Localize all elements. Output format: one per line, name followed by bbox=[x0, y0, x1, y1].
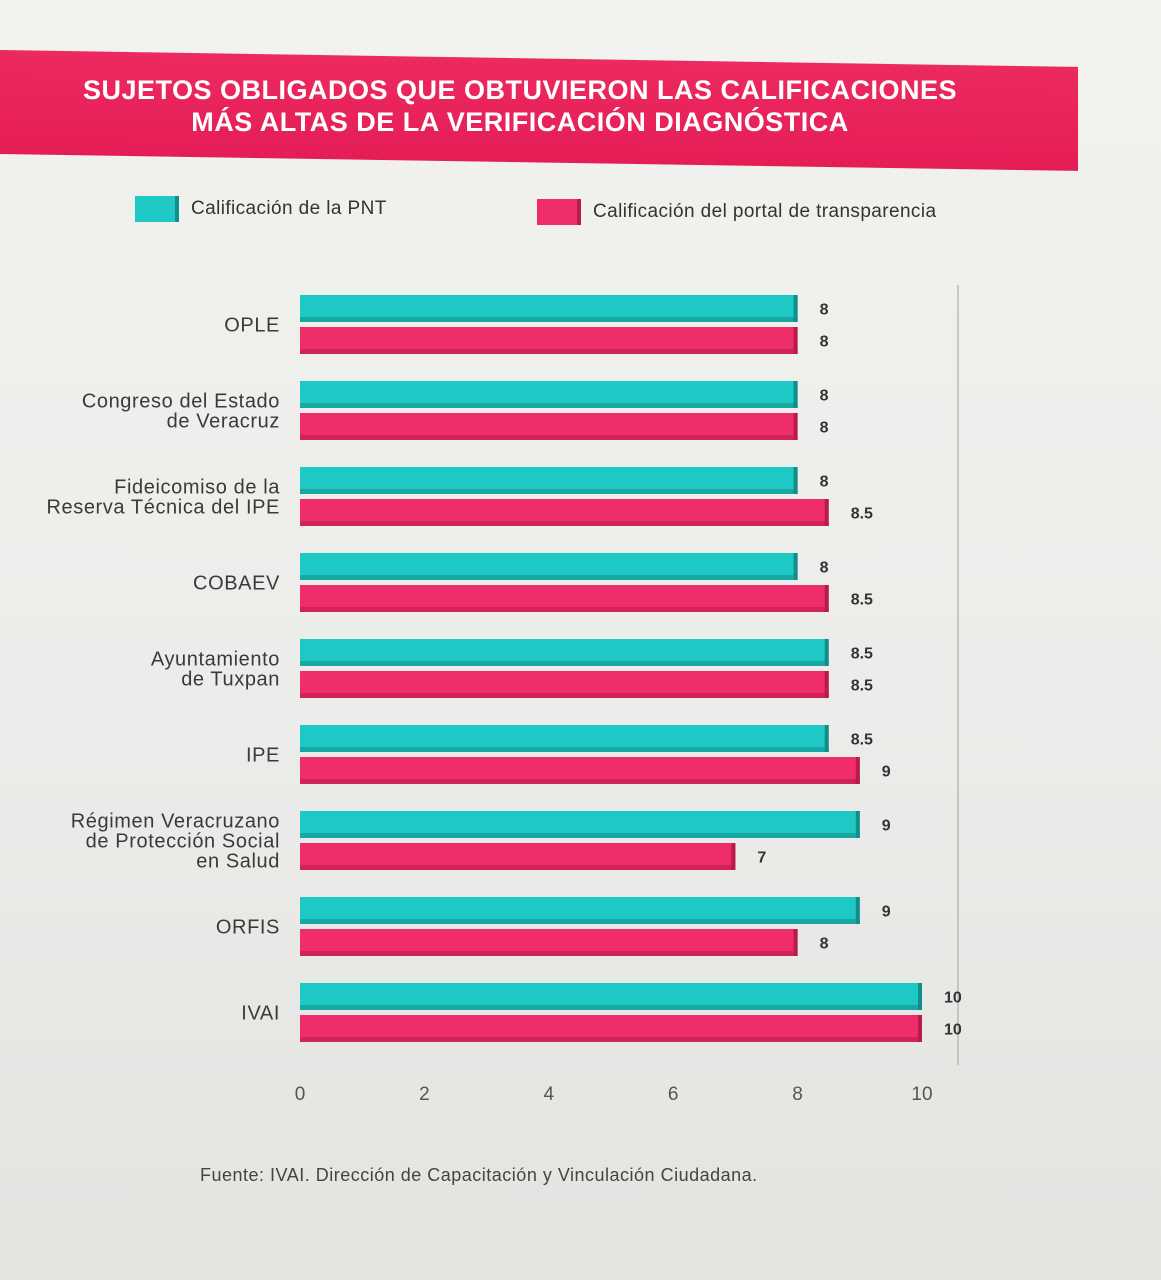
bar-end-cap bbox=[824, 585, 829, 612]
bar-end-cap bbox=[855, 897, 860, 924]
bar-end-cap bbox=[824, 671, 829, 698]
data-label: 8.5 bbox=[851, 506, 873, 523]
bar-end-cap bbox=[793, 553, 798, 580]
chart-title: SUJETOS OBLIGADOS QUE OBTUVIERON LAS CAL… bbox=[82, 75, 958, 137]
bar-end-cap bbox=[793, 929, 798, 956]
bar-end-cap bbox=[824, 499, 829, 526]
data-label: 8.5 bbox=[851, 592, 873, 609]
bar-shadow bbox=[300, 661, 829, 666]
bar-end-cap bbox=[793, 327, 798, 354]
data-label: 9 bbox=[882, 818, 891, 835]
category-label: Congreso del Estado de Veracruz bbox=[82, 391, 280, 433]
data-label: 7 bbox=[757, 850, 766, 867]
category-label: IPE bbox=[246, 745, 280, 767]
data-label: 8.5 bbox=[851, 678, 873, 695]
bar-shadow bbox=[300, 607, 829, 612]
x-tick-label: 8 bbox=[792, 1084, 803, 1105]
category-label: OPLE bbox=[224, 315, 280, 337]
bar-shadow bbox=[300, 833, 860, 838]
bar-shadow bbox=[300, 779, 860, 784]
legend-label-portal: Calificación del portal de transparencia bbox=[593, 201, 937, 222]
bar-shadow bbox=[300, 1037, 922, 1042]
bar-end-cap bbox=[824, 725, 829, 752]
data-label: 8 bbox=[820, 560, 829, 577]
data-label: 8.5 bbox=[851, 646, 873, 663]
bar-end-cap bbox=[793, 413, 798, 440]
bar-shadow bbox=[300, 489, 798, 494]
data-label: 8 bbox=[820, 388, 829, 405]
category-label: ORFIS bbox=[216, 917, 280, 939]
bar-shadow bbox=[300, 403, 798, 408]
data-label: 8 bbox=[820, 936, 829, 953]
bar-shadow bbox=[300, 865, 736, 870]
source-note: Fuente: IVAI. Dirección de Capacitación … bbox=[200, 1165, 758, 1185]
data-label: 9 bbox=[882, 764, 891, 781]
category-label: Régimen Veracruzano de Protección Social e… bbox=[71, 811, 280, 873]
legend-item-pnt: Calificación de la PNT bbox=[135, 196, 387, 222]
bar-end-cap bbox=[793, 381, 798, 408]
data-label: 8 bbox=[820, 420, 829, 437]
bar-end-cap bbox=[793, 295, 798, 322]
category-label: IVAI bbox=[241, 1003, 280, 1025]
x-tick-label: 4 bbox=[544, 1084, 555, 1105]
bar-end-cap bbox=[918, 1015, 922, 1042]
data-label: 9 bbox=[882, 904, 891, 921]
data-label: 10 bbox=[944, 990, 962, 1007]
bar-end-cap bbox=[731, 843, 736, 870]
bar-shadow bbox=[300, 951, 798, 956]
bar-shadow bbox=[300, 435, 798, 440]
legend-label-pnt: Calificación de la PNT bbox=[191, 198, 387, 219]
bar-shadow bbox=[300, 521, 829, 526]
data-label: 8 bbox=[820, 302, 829, 319]
bar-end-cap bbox=[793, 467, 798, 494]
bar-end-cap bbox=[824, 639, 829, 666]
category-label: COBAEV bbox=[193, 573, 280, 595]
bar-shadow bbox=[300, 349, 798, 354]
bar-shadow bbox=[300, 919, 860, 924]
x-tick-label: 6 bbox=[668, 1084, 679, 1105]
data-label: 8 bbox=[820, 334, 829, 351]
data-label: 8 bbox=[820, 474, 829, 491]
legend-swatch-pnt bbox=[135, 196, 179, 222]
data-label: 8.5 bbox=[851, 732, 873, 749]
bar-end-cap bbox=[855, 757, 860, 784]
bar-shadow bbox=[300, 317, 798, 322]
legend-swatch-portal bbox=[537, 199, 581, 225]
x-tick-label: 2 bbox=[419, 1084, 430, 1105]
category-label: Fideicomiso de la Reserva Técnica del IPE bbox=[46, 477, 280, 519]
category-label: Ayuntamiento de Tuxpan bbox=[151, 649, 280, 691]
data-label: 10 bbox=[944, 1022, 962, 1039]
bar-end-cap bbox=[855, 811, 860, 838]
bar-shadow bbox=[300, 693, 829, 698]
bar-chart: OPLE 8 8 Congreso del Estado de Veracruz 8 8 Fi… bbox=[46, 285, 962, 1105]
x-tick-label: 0 bbox=[295, 1084, 306, 1105]
bar-shadow bbox=[300, 1005, 922, 1010]
bar-shadow bbox=[300, 575, 798, 580]
x-tick-label: 10 bbox=[911, 1084, 932, 1105]
bar-end-cap bbox=[918, 983, 922, 1010]
bar-shadow bbox=[300, 747, 829, 752]
legend-item-portal: Calificación del portal de transparencia bbox=[537, 199, 936, 225]
